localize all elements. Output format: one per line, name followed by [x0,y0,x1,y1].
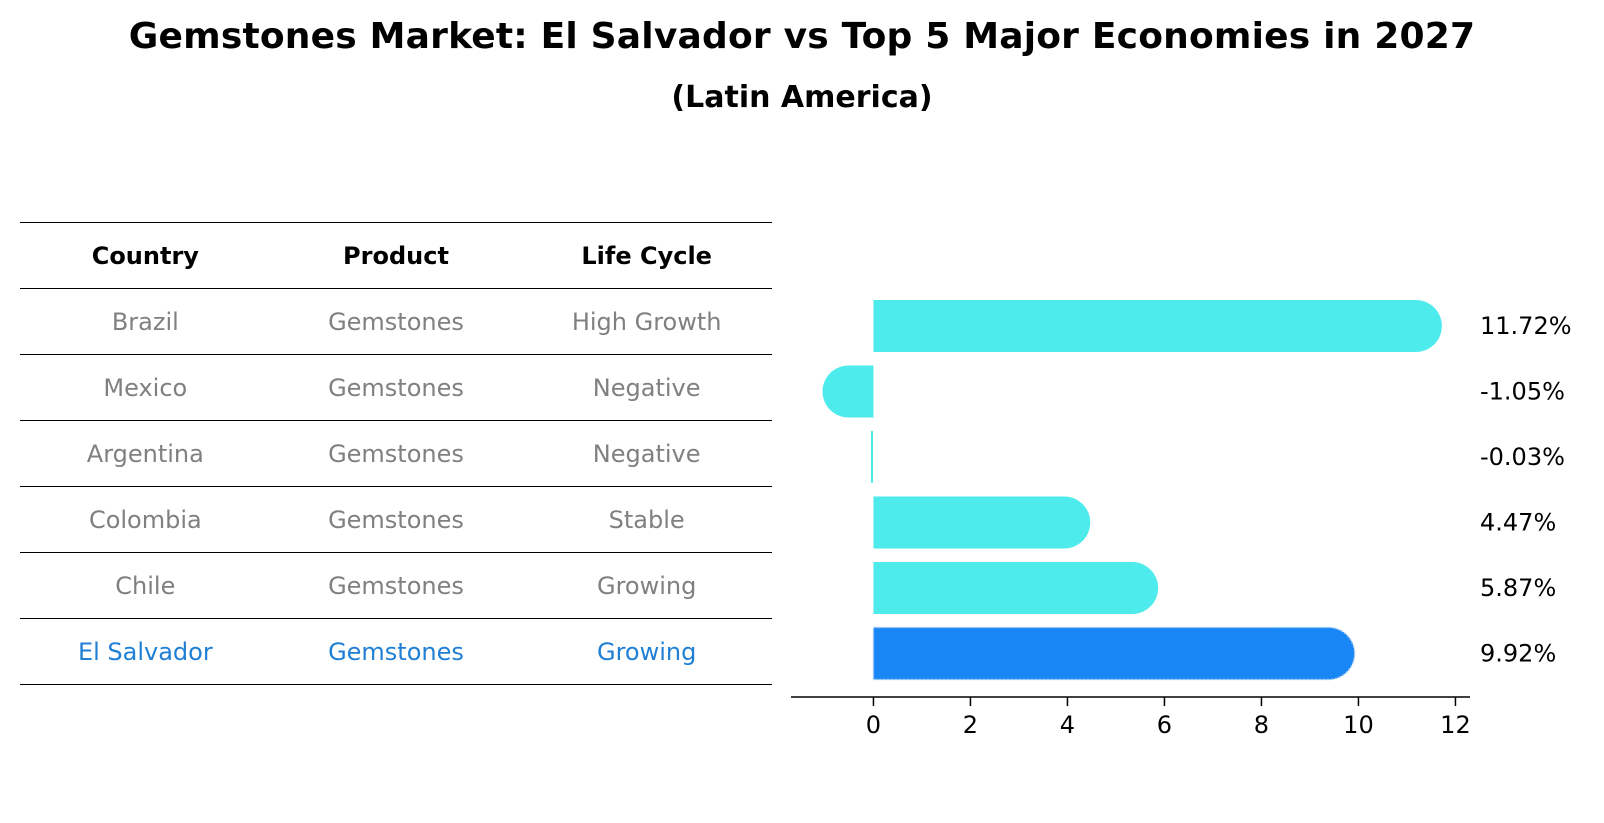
x-tick-label: 12 [1440,711,1471,739]
cell-life-cycle: Negative [521,354,772,421]
bar-value-label: 9.92% [1480,640,1556,668]
chart-title: Gemstones Market: El Salvador vs Top 5 M… [128,16,1476,57]
bar-brazil [873,300,1442,352]
x-tick-label: 4 [1060,711,1075,739]
x-tick-label: 8 [1254,711,1269,739]
table-row: Mexico Gemstones Negative [20,354,772,421]
cell-country: Brazil [20,288,271,355]
bar-colombia [873,496,1091,549]
table-row: Colombia Gemstones Stable [20,486,772,553]
bar-body [870,431,873,483]
bar-value-label: -1.05% [1480,378,1565,406]
cell-country: Argentina [20,420,271,487]
cell-product: Gemstones [270,552,522,619]
market-table-grid: Country Product Life Cycle Brazil Gemston… [20,222,772,685]
cell-country: Chile [20,552,271,619]
bar-value-label: 4.47% [1480,509,1556,537]
cell-life-cycle: Growing [521,552,772,619]
cell-product: Gemstones [270,486,522,553]
bar-mexico [822,365,874,418]
header-life-cycle: Life Cycle [521,222,772,289]
cell-life-cycle: High Growth [521,288,772,355]
bar-body [872,626,1356,681]
cell-country: Mexico [20,354,271,421]
bar-body [873,562,1159,614]
x-tick-label: 2 [963,711,978,739]
bar-body [822,365,874,418]
bar-value-label: 5.87% [1480,574,1556,602]
cell-product: Gemstones [270,354,522,421]
chart-subtitle: (Latin America) [671,80,933,115]
table-row: Chile Gemstones Growing [20,552,772,619]
cell-life-cycle: Negative [521,420,772,487]
bar-el-salvador [872,626,1356,681]
table-row: El Salvador Gemstones Growing [20,618,772,685]
bar-value-label: -0.03% [1480,443,1565,471]
bar-value-label: 11.72% [1480,312,1572,340]
bar-body [873,300,1442,352]
header-product: Product [270,222,522,289]
cell-life-cycle: Stable [521,486,772,553]
x-tick-label: 10 [1343,711,1374,739]
x-tick-label: 0 [866,711,881,739]
table-header-row: Country Product Life Cycle [20,222,772,289]
market-table: Country Product Life Cycle Brazil Gemston… [20,222,772,685]
cell-product: Gemstones [270,288,522,355]
cell-country: Colombia [20,486,271,553]
bar-chile [873,562,1159,614]
x-tick-label: 6 [1157,711,1172,739]
cell-life-cycle: Growing [521,618,772,685]
cell-product: Gemstones [270,618,522,685]
bar-body [873,496,1091,549]
table-row: Brazil Gemstones High Growth [20,288,772,355]
header-country: Country [20,222,271,289]
table-body: Brazil Gemstones High Growth Mexico Gemstone… [20,288,772,685]
cell-country: El Salvador [20,618,271,685]
cell-product: Gemstones [270,420,522,487]
bar-argentina [870,431,873,483]
table-row: Argentina Gemstones Negative [20,420,772,487]
